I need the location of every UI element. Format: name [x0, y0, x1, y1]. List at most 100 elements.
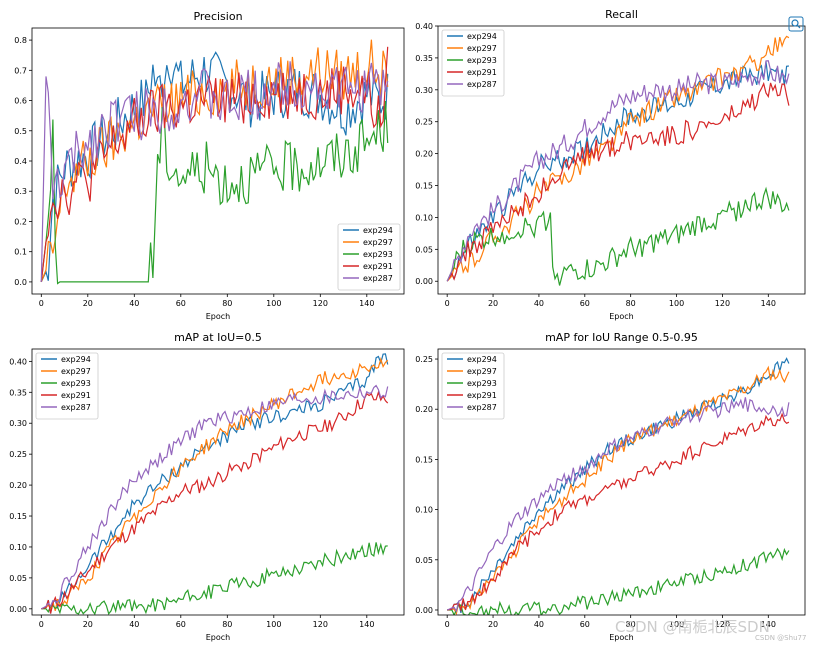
legend: exp294 exp297 exp293 exp291 exp287 — [35, 352, 99, 420]
y-tick-label: 0.15 — [415, 182, 433, 191]
legend-label-exp293: exp293 — [467, 56, 497, 65]
y-tick-label: 0.2 — [14, 217, 27, 226]
x-tick-label: 0 — [445, 620, 450, 629]
y-tick-label: 0.35 — [9, 388, 27, 397]
legend-label-exp287: exp287 — [467, 80, 497, 89]
watermark-small-text: CSDN @Shu77 — [755, 634, 806, 642]
y-tick-label: 0.7 — [14, 66, 27, 75]
x-tick-label: 80 — [626, 620, 636, 629]
x-tick-label: 0 — [39, 299, 44, 308]
axes-frame — [31, 348, 405, 616]
x-tick-label: 120 — [715, 620, 730, 629]
y-tick-label: 0.40 — [9, 357, 27, 366]
subplot-title: mAP for IoU Range 0.5-0.95 — [545, 331, 698, 344]
series-line-exp287 — [446, 397, 790, 613]
legend-label-exp287: exp287 — [467, 403, 497, 412]
y-tick-label: 0.25 — [415, 355, 433, 364]
legend-label-exp294: exp294 — [363, 226, 393, 235]
x-tick-label: 0 — [39, 620, 44, 629]
y-tick-label: 0.0 — [14, 278, 27, 287]
x-tick-label: 120 — [715, 299, 730, 308]
x-tick-label: 140 — [761, 620, 776, 629]
y-tick-label: 0.00 — [415, 606, 433, 615]
legend-label-exp297: exp297 — [61, 367, 91, 376]
legend-label-exp293: exp293 — [61, 379, 91, 388]
y-tick-label: 0.15 — [9, 512, 27, 521]
x-tick-label: 80 — [626, 299, 636, 308]
x-tick-label: 100 — [669, 620, 684, 629]
legend-label-exp297: exp297 — [467, 44, 497, 53]
legend-label-exp291: exp291 — [467, 68, 497, 77]
legend-box — [441, 352, 505, 420]
legend-label-exp293: exp293 — [467, 379, 497, 388]
x-axis-label: Epoch — [609, 633, 634, 642]
subplot-1: Precision 0 20 40 60 80 100 120 140 0.0 0.1 0.2 0.3 0… — [14, 10, 405, 321]
x-axis-label: Epoch — [206, 312, 231, 321]
y-tick-label: 0.10 — [415, 213, 433, 222]
subplot-2: Recall 0 20 40 60 80 100 120 140 0.00 0.05 0.10 0.15… — [415, 8, 806, 321]
y-tick-label: 0.30 — [9, 419, 27, 428]
y-tick-label: 0.05 — [415, 245, 433, 254]
legend-label-exp294: exp294 — [61, 355, 91, 364]
y-tick-label: 0.10 — [415, 506, 433, 515]
subplot-title: Recall — [605, 8, 638, 21]
y-tick-label: 0.3 — [14, 187, 27, 196]
x-tick-label: 40 — [129, 620, 139, 629]
x-tick-label: 120 — [313, 299, 328, 308]
legend-label-exp287: exp287 — [363, 274, 393, 283]
subplot-3: mAP at IoU=0.5 0 20 40 60 80 100 120 140 0.00 0.05… — [9, 331, 405, 642]
series-line-exp287 — [40, 61, 389, 282]
y-tick-label: 0.4 — [14, 157, 27, 166]
y-tick-label: 0.00 — [415, 277, 433, 286]
x-tick-label: 60 — [580, 299, 590, 308]
legend-box — [35, 352, 99, 420]
y-tick-label: 0.35 — [415, 54, 433, 63]
series-line-exp297 — [446, 35, 790, 282]
x-tick-label: 60 — [176, 620, 186, 629]
x-tick-label: 100 — [266, 299, 281, 308]
x-tick-label: 20 — [83, 299, 93, 308]
series-line-exp287 — [41, 384, 389, 610]
legend: exp294 exp297 exp293 exp291 exp287 — [441, 352, 505, 420]
x-tick-label: 40 — [534, 620, 544, 629]
y-tick-label: 0.20 — [415, 150, 433, 159]
x-tick-label: 140 — [761, 299, 776, 308]
y-tick-label: 0.40 — [415, 22, 433, 31]
y-tick-label: 0.25 — [9, 450, 27, 459]
series-line-exp293 — [447, 547, 790, 615]
series-line-exp291 — [447, 412, 790, 613]
series-line-exp291 — [446, 81, 790, 282]
x-axis-label: Epoch — [609, 312, 634, 321]
x-tick-label: 0 — [445, 299, 450, 308]
x-tick-label: 40 — [534, 299, 544, 308]
series-line-exp291 — [41, 390, 389, 614]
watermark-text: CSDN @南栀北辰SDN — [615, 618, 770, 636]
subplot-4: mAP for IoU Range 0.5-0.95 0 20 40 60 80 100 12… — [415, 331, 806, 642]
y-tick-label: 0.30 — [415, 86, 433, 95]
y-tick-label: 0.8 — [14, 36, 27, 45]
lens-glass — [791, 19, 799, 27]
series-line-exp294 — [40, 51, 389, 283]
lens-icon — [788, 16, 804, 32]
x-tick-label: 80 — [222, 620, 232, 629]
y-tick-label: 0.05 — [9, 574, 27, 583]
legend: exp294 exp297 exp293 exp291 exp287 — [337, 223, 401, 291]
legend-label-exp287: exp287 — [61, 403, 91, 412]
x-tick-label: 140 — [359, 620, 374, 629]
x-tick-label: 100 — [669, 299, 684, 308]
series-line-exp293 — [41, 542, 388, 615]
y-tick-label: 0.1 — [14, 248, 27, 257]
legend-box — [337, 223, 401, 291]
x-tick-label: 120 — [313, 620, 328, 629]
series-line-exp291 — [40, 46, 389, 282]
x-tick-label: 60 — [176, 299, 186, 308]
series-line-exp287 — [446, 60, 790, 282]
x-tick-label: 20 — [488, 620, 498, 629]
y-tick-label: 0.25 — [415, 118, 433, 127]
legend-label-exp291: exp291 — [467, 391, 497, 400]
legend-label-exp293: exp293 — [363, 250, 393, 259]
y-tick-label: 0.20 — [9, 481, 27, 490]
x-tick-label: 80 — [222, 299, 232, 308]
y-tick-label: 0.10 — [9, 543, 27, 552]
